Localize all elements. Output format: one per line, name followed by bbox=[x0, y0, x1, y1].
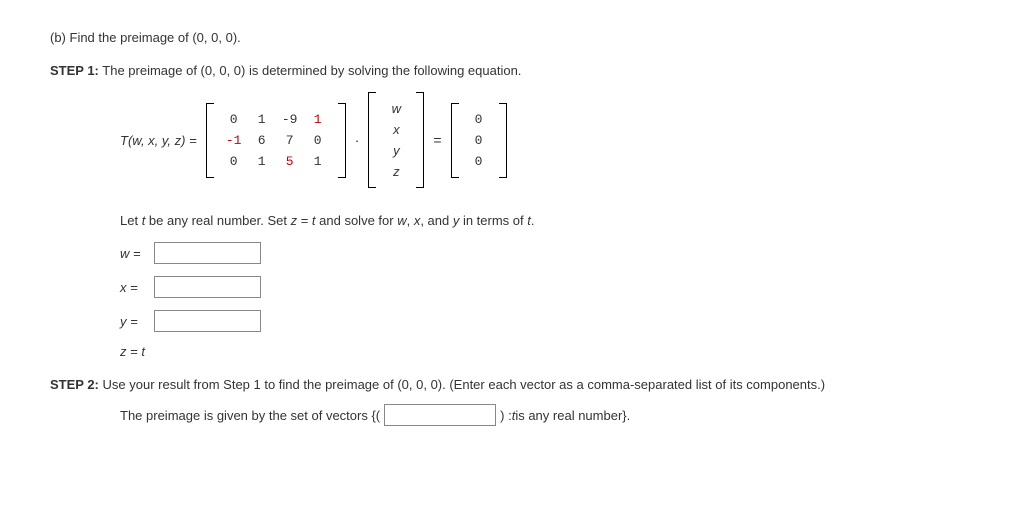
step1-line: STEP 1: The preimage of (0, 0, 0) is det… bbox=[50, 63, 966, 78]
step2-label: STEP 2: bbox=[50, 377, 99, 392]
part-b-heading: (b) Find the preimage of (0, 0, 0). bbox=[50, 30, 966, 45]
answer-row: w = bbox=[120, 242, 966, 264]
matrix-cell: 5 bbox=[276, 151, 304, 172]
answer-row: y = bbox=[120, 310, 966, 332]
step2-text: Use your result from Step 1 to find the … bbox=[103, 377, 826, 392]
step2-line: STEP 2: Use your result from Step 1 to f… bbox=[50, 377, 966, 392]
step1-label: STEP 1: bbox=[50, 63, 99, 78]
rhs-component: 0 bbox=[465, 130, 493, 151]
z-equals-t: z = t bbox=[120, 344, 966, 359]
matrix-cell: 0 bbox=[304, 130, 332, 151]
rhs-component: 0 bbox=[465, 109, 493, 130]
equals: = bbox=[433, 132, 441, 148]
matrix-cell: 0 bbox=[220, 109, 248, 130]
vector-component: w bbox=[382, 98, 410, 119]
rhs-component: 0 bbox=[465, 151, 493, 172]
dot-operator: · bbox=[355, 132, 360, 148]
rhs-vector: 000 bbox=[451, 103, 507, 178]
answer-input[interactable] bbox=[154, 310, 261, 332]
preimage-pre: The preimage is given by the set of vect… bbox=[120, 408, 380, 423]
matrix-cell: 1 bbox=[304, 151, 332, 172]
vector-component: y bbox=[382, 140, 410, 161]
preimage-input[interactable] bbox=[384, 404, 496, 426]
matrix-A: 01-91-16700151 bbox=[206, 103, 346, 178]
equation-lhs: T(w, x, y, z) = bbox=[120, 133, 197, 148]
matrix-cell: 7 bbox=[276, 130, 304, 151]
matrix-cell: 6 bbox=[248, 130, 276, 151]
preimage-line: The preimage is given by the set of vect… bbox=[120, 404, 966, 426]
matrix-cell: 1 bbox=[248, 151, 276, 172]
vector-wxyz: wxyz bbox=[368, 92, 424, 188]
matrix-cell: 0 bbox=[220, 151, 248, 172]
equation: T(w, x, y, z) = 01-91-16700151 · wxyz = … bbox=[120, 92, 966, 188]
preimage-post1: ) : bbox=[500, 408, 512, 423]
matrix-cell: -9 bbox=[276, 109, 304, 130]
vector-component: z bbox=[382, 161, 410, 182]
matrix-cell: 1 bbox=[248, 109, 276, 130]
answer-input[interactable] bbox=[154, 276, 261, 298]
var-label: x = bbox=[120, 280, 154, 295]
answer-row: x = bbox=[120, 276, 966, 298]
var-label: w = bbox=[120, 246, 154, 261]
var-label: y = bbox=[120, 314, 154, 329]
preimage-post2: is any real number}. bbox=[515, 408, 630, 423]
instruction-text: Let t be any real number. Set z = t and … bbox=[120, 213, 966, 228]
vector-component: x bbox=[382, 119, 410, 140]
answer-input[interactable] bbox=[154, 242, 261, 264]
step1-text: The preimage of (0, 0, 0) is determined … bbox=[102, 63, 521, 78]
matrix-cell: 1 bbox=[304, 109, 332, 130]
matrix-cell: -1 bbox=[220, 130, 248, 151]
